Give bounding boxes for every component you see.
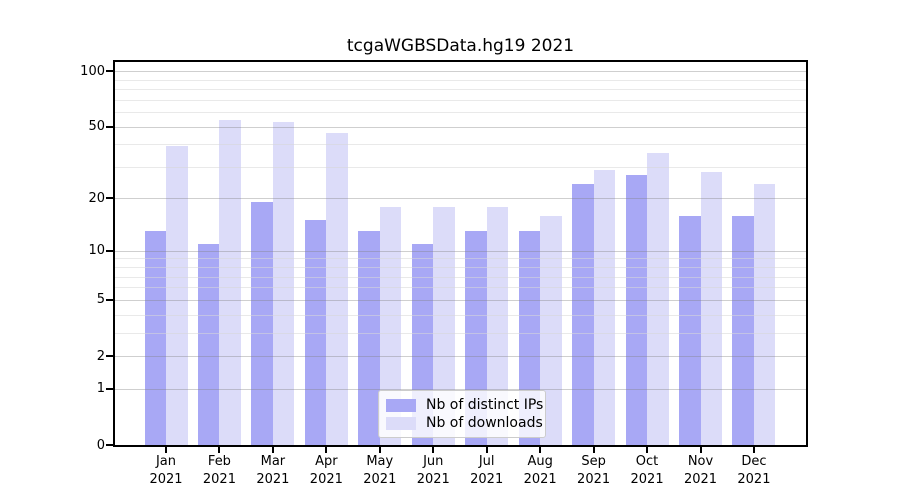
x-tick-mark	[592, 447, 595, 453]
x-tick-mark	[325, 447, 328, 453]
x-tick-mark	[752, 447, 755, 453]
x-tick-label-feb: Feb 2021	[202, 454, 236, 487]
bar-nb-of-downloads-dec	[753, 184, 776, 445]
y-tick-label: 100	[80, 63, 105, 79]
minor-gridline	[115, 100, 806, 101]
bar-nb-of-distinct-ips-may	[358, 231, 380, 445]
bar-nb-of-downloads-feb	[219, 120, 241, 445]
bar-nb-of-downloads-oct	[647, 152, 669, 445]
x-tick-label-nov: Nov 2021	[683, 454, 718, 487]
bar-nb-of-downloads-jun	[433, 206, 455, 445]
bar-nb-of-downloads-aug	[540, 215, 562, 445]
x-tick-label-jan: Jan 2021	[149, 454, 183, 487]
bar-nb-of-downloads-jan	[166, 146, 188, 445]
x-tick-mark	[432, 447, 435, 453]
bar-nb-of-distinct-ips-oct	[625, 175, 648, 445]
y-tick-mark	[106, 355, 113, 357]
y-tick-mark	[106, 197, 113, 200]
legend-swatch-distinct-ips	[386, 398, 416, 412]
x-tick-mark	[699, 447, 702, 453]
y-tick-label: 5	[96, 292, 105, 308]
legend-label-downloads: Nb of downloads	[426, 415, 543, 431]
x-tick-mark	[271, 447, 274, 453]
y-tick-mark	[106, 125, 113, 128]
y-tick-label: 1	[96, 381, 105, 397]
bar-nb-of-downloads-jul	[486, 206, 509, 445]
y-tick-mark	[106, 387, 113, 390]
y-tick-mark	[106, 70, 113, 73]
y-tick-label: 2	[96, 348, 105, 364]
major-gridline	[115, 71, 806, 72]
x-tick-label-oct: Oct 2021	[630, 454, 664, 487]
legend-swatch-downloads	[386, 416, 416, 430]
bar-nb-of-downloads-may	[379, 206, 402, 445]
minor-gridline	[115, 89, 806, 90]
legend-row: Nb of distinct IPs	[386, 396, 543, 414]
y-tick-label: 0	[96, 437, 105, 453]
x-tick-label-dec: Dec 2021	[737, 454, 771, 487]
bar-nb-of-distinct-ips-nov	[679, 215, 701, 445]
x-tick-label-apr: Apr 2021	[309, 454, 343, 487]
minor-gridline	[115, 112, 806, 113]
minor-gridline	[115, 80, 806, 81]
y-tick-mark	[106, 249, 113, 252]
x-tick-mark	[485, 447, 488, 453]
plot-area	[113, 60, 808, 447]
y-tick-label: 50	[88, 119, 105, 135]
x-tick-mark	[646, 447, 649, 453]
chart-title: tcgaWGBSData.hg19 2021	[346, 36, 575, 56]
x-tick-mark	[539, 447, 542, 453]
y-tick-mark	[106, 298, 113, 301]
legend-label-distinct-ips: Nb of distinct IPs	[426, 397, 544, 413]
bar-nb-of-distinct-ips-feb	[197, 243, 220, 445]
y-tick-mark	[106, 444, 113, 446]
y-tick-label: 20	[88, 190, 105, 206]
bar-nb-of-downloads-sep	[593, 169, 616, 445]
bar-nb-of-distinct-ips-dec	[732, 215, 754, 445]
x-tick-mark	[218, 447, 221, 453]
bar-nb-of-downloads-mar	[272, 121, 295, 445]
bar-nb-of-distinct-ips-jan	[144, 231, 166, 445]
y-tick-label: 10	[88, 243, 105, 259]
bar-nb-of-distinct-ips-mar	[251, 202, 273, 445]
bar-nb-of-downloads-nov	[700, 172, 722, 445]
bar-nb-of-downloads-apr	[326, 133, 348, 445]
legend-row: Nb of downloads	[386, 414, 543, 432]
x-tick-label-sep: Sep 2021	[577, 454, 611, 487]
x-tick-label-jun: Jun 2021	[416, 454, 450, 487]
x-tick-label-aug: Aug 2021	[523, 454, 557, 487]
x-tick-mark	[165, 447, 167, 453]
x-tick-label-mar: Mar 2021	[256, 454, 290, 487]
plot-inner	[115, 62, 806, 445]
x-tick-label-may: May 2021	[363, 454, 397, 487]
bar-nb-of-distinct-ips-apr	[304, 220, 327, 445]
x-tick-label-jul: Jul 2021	[470, 454, 504, 487]
legend: Nb of distinct IPs Nb of downloads	[378, 390, 546, 438]
x-tick-mark	[378, 447, 381, 453]
bar-nb-of-distinct-ips-sep	[572, 184, 594, 445]
